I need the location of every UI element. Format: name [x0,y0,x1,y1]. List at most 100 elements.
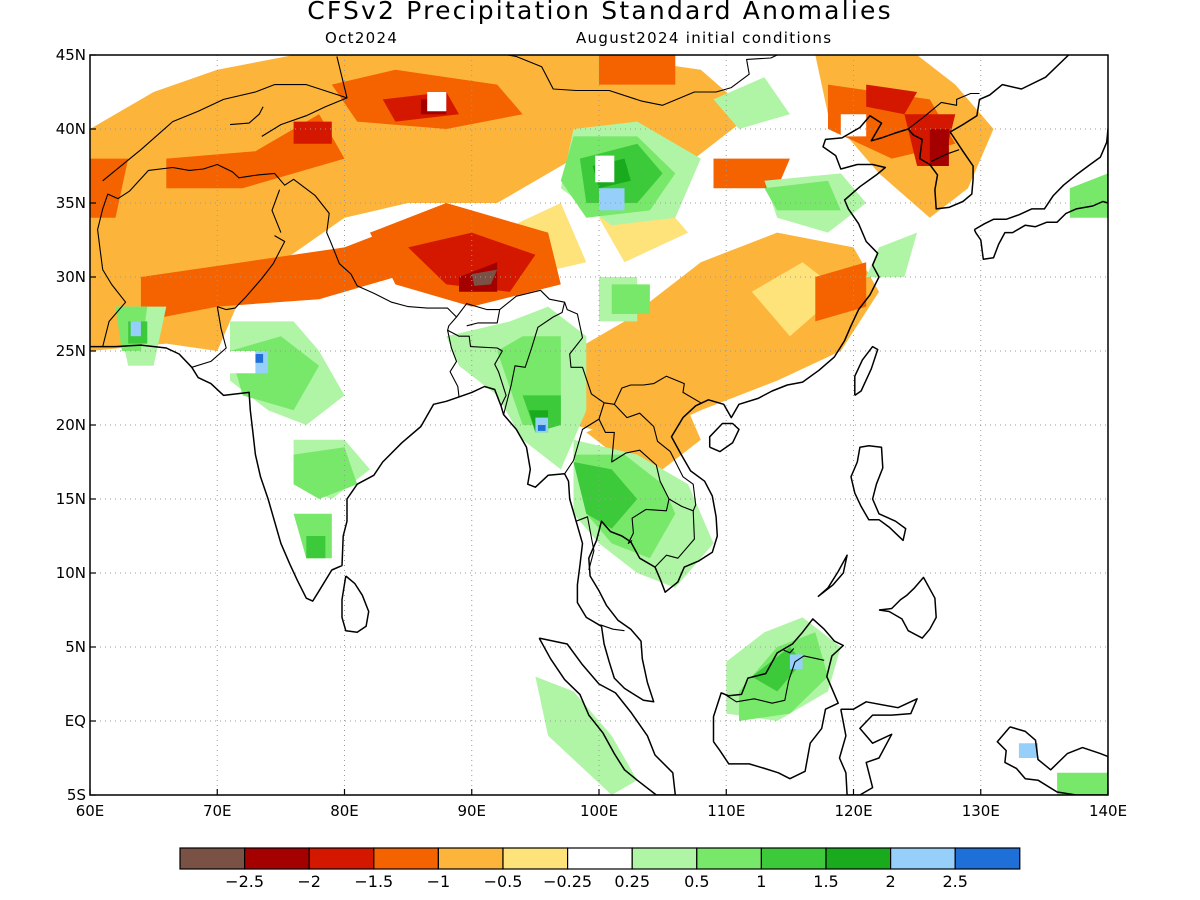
lon-tick-label: 60E [76,802,105,820]
coastline-2 [708,422,740,453]
coastlines-and-borders [90,55,1108,795]
lon-tick-label: 90E [457,802,486,820]
border-4 [102,56,348,182]
colorbar-swatch-11 [889,847,956,870]
colorbar-label: 2 [886,872,896,891]
lat-tick-label: 15N [56,490,86,508]
coastline-3 [854,345,879,397]
colorbar-swatch-8 [696,847,762,870]
border-22 [783,648,795,654]
anomaly-region-41 [293,447,358,499]
anomaly-region-1 [548,232,879,440]
lat-lon-grid [90,55,1108,795]
border-17 [598,418,670,544]
anomaly-region-21 [866,84,918,115]
lon-tick-label: 80E [330,802,359,820]
colorbar-swatch-5 [502,847,569,870]
masked-cell-0 [427,92,447,112]
anomaly-region-49 [1069,173,1108,218]
lon-tick-label: 100E [580,802,618,820]
anomaly-region-55 [751,647,803,692]
anomaly-region-36 [866,232,918,277]
lon-tick-label: 120E [834,802,872,820]
colorbar-swatch-0 [179,847,246,870]
border-12 [447,330,460,397]
masked-cell-1 [595,155,615,183]
coastline-4 [538,637,677,795]
border-5 [261,97,348,137]
lat-tick-label: 25N [56,342,86,360]
lon-tick-label: 130E [962,802,1000,820]
border-19 [613,403,697,512]
colorbar-swatch-9 [760,847,827,870]
anomaly-region-61 [130,321,141,337]
coastline-6 [838,698,918,795]
anomaly-region-52 [573,462,638,529]
anomaly-region-17 [408,232,536,292]
anomaly-region-54 [306,536,326,559]
anomaly-region-46 [611,284,650,314]
anomaly-region-47 [764,180,841,211]
lat-tick-label: 40N [56,120,86,138]
lat-tick-label: 5S [67,786,86,804]
lon-tick-label: 110E [707,802,745,820]
anomaly-region-65 [255,354,264,363]
colorbar-label: −0.25 [543,872,592,891]
masked-cell-2 [230,351,256,374]
colorbar-label: 0.25 [614,872,650,891]
colorbar-label: 1.5 [813,872,838,891]
border-13 [466,309,501,327]
anomaly-region-32 [713,77,790,129]
anomaly-region-62 [789,654,803,670]
border-7 [344,55,347,56]
anomaly-region-35 [535,676,638,795]
colorbar-swatch-1 [244,847,310,870]
colorbar-label: −2 [297,872,321,891]
lon-tick-label: 70E [203,802,232,820]
coastline-9 [878,576,937,639]
anomaly-region-58 [599,188,625,211]
anomaly-region-25 [471,269,498,286]
colorbar-swatch-3 [373,847,439,870]
forecast-month: Oct2024 [325,29,399,47]
coastline-10 [973,128,1108,260]
coastline-1 [341,575,370,633]
map-axes: 60E 70E 80E 90E 100E 110E 120E 130E 140E 45N 40N 35… [56,46,1127,820]
colorbar-label: 2.5 [942,872,967,891]
border-21 [722,655,825,704]
border-0 [97,163,702,405]
lat-tick-label: 30N [56,268,86,286]
border-20 [600,624,625,632]
coastline-11 [996,726,1108,795]
anomaly-region-23 [929,129,949,166]
colorbar-label: 0.5 [684,872,709,891]
border-1 [271,189,282,233]
colorbar-label: −0.5 [484,872,523,891]
anomaly-region-13 [815,262,867,322]
map-title: CFSv2 Precipitation Standard Anomalies [307,0,893,25]
colorbar-swatch-12 [954,847,1021,870]
colorbar-label: −1 [427,872,451,891]
border-8 [504,55,779,106]
lat-tick-label: EQ [65,712,86,730]
initial-conditions: August2024 initial conditions [576,29,833,47]
anomaly-region-48 [1057,772,1108,795]
anomaly-region-20 [293,121,332,144]
border-9 [907,92,980,130]
border-15 [564,402,605,475]
anomaly-region-64 [537,425,546,431]
coastline-0 [90,55,1070,703]
colorbar: −2.5 −2 −1.5 −1 −0.5 −0.25 0.25 0.5 1 1.5 2 2.5 [179,847,1021,891]
colorbar-label: −1.5 [354,872,393,891]
coastline-8 [850,444,907,542]
colorbar-label: −2.5 [225,872,264,891]
anomaly-region-11 [90,158,129,218]
lat-tick-label: 35N [56,194,86,212]
colorbar-swatch-2 [308,847,375,870]
colorbar-label: 1 [756,872,766,891]
border-3 [191,306,227,368]
border-2 [217,235,286,311]
lat-tick-label: 20N [56,416,86,434]
coastline-7 [817,554,848,598]
